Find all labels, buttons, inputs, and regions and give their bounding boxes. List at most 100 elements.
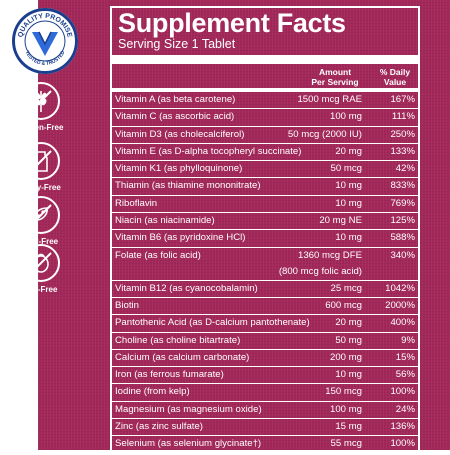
nutrient-row: Magnesium (as magnesium oxide) 100 mg 24% bbox=[112, 402, 418, 420]
nutrient-amount: 100 mg bbox=[330, 111, 362, 123]
nutrient-dv: 167% bbox=[390, 94, 415, 105]
nutrient-name: Folate (as folic acid) bbox=[115, 249, 201, 261]
nut-free-label: Nut-Free bbox=[24, 285, 58, 294]
nutrient-dv: 1042% bbox=[385, 282, 415, 294]
nutrient-row: Vitamin K1 (as phylloquinone) 50 mcg 42% bbox=[112, 161, 418, 179]
nutrient-amount: 600 mcg bbox=[325, 299, 362, 311]
nutrient-amount: 10 mg bbox=[335, 197, 362, 209]
nutrient-row: Vitamin B12 (as cyanocobalamin) 25 mcg 104… bbox=[112, 281, 418, 298]
nutrient-name: Vitamin A (as beta carotene) bbox=[115, 94, 236, 105]
nutrient-dv: 100% bbox=[390, 438, 415, 450]
nutrient-dv: 100% bbox=[390, 386, 415, 398]
nutrient-amount: 50 mg bbox=[335, 334, 362, 346]
quality-promise-badge: QUALITY PROMISE TESTED & TRUSTED bbox=[12, 8, 78, 74]
gluten-free-badge: Gluten-Free bbox=[16, 82, 66, 132]
nut-crossed-icon bbox=[30, 252, 52, 274]
nutrient-row: Thiamin (as thiamine mononitrate) 10 mg 83… bbox=[112, 178, 418, 196]
nutrient-amount: 25 mcg bbox=[330, 282, 362, 294]
nutrient-name: Iron (as ferrous fumarate) bbox=[115, 369, 224, 381]
dairy-free-label: Dairy-Free bbox=[21, 183, 61, 192]
soy-free-label: Soy-Free bbox=[23, 237, 59, 246]
nutrient-dv: 340% bbox=[390, 249, 415, 261]
nutrient-name: Zinc (as zinc sulfate) bbox=[115, 421, 203, 433]
nutrient-dv: 42% bbox=[395, 163, 415, 175]
nutrient-amount: 20 mg bbox=[335, 145, 362, 157]
nutrient-name: Vitamin E (as D-alpha tocopheryl succina… bbox=[115, 145, 302, 157]
nutrient-dv: 9% bbox=[401, 334, 415, 346]
daily-value-header: % Daily Value bbox=[374, 67, 416, 87]
nutrient-name: Magnesium (as magnesium oxide) bbox=[115, 403, 262, 415]
nutrient-amount: 150 mcg bbox=[325, 386, 362, 398]
nutrient-amount: 20 mg NE bbox=[319, 215, 362, 227]
nutrient-name: Calcium (as calcium carbonate) bbox=[115, 351, 250, 363]
soybean-crossed-icon bbox=[30, 204, 52, 226]
dairy-free-badge: Dairy-Free bbox=[16, 142, 66, 192]
nutrient-amount: 55 mcg bbox=[330, 438, 362, 450]
nutrient-dv: 250% bbox=[390, 128, 415, 140]
nutrient-dv: 833% bbox=[390, 180, 415, 192]
nutrient-amount: 1360 mcg DFE bbox=[298, 249, 362, 261]
nutrient-dv: 125% bbox=[390, 215, 415, 227]
nutrient-name: Pantothenic Acid (as D-calcium pantothen… bbox=[115, 317, 310, 329]
wheat-crossed-icon bbox=[30, 90, 52, 112]
nutrient-dv: 133% bbox=[390, 145, 415, 157]
nutrient-amount: 10 mg bbox=[335, 180, 362, 192]
nutrient-row: Vitamin A (as beta carotene) 1500 mcg RAE… bbox=[112, 92, 418, 110]
nutrient-amount-secondary: (800 mcg folic acid) bbox=[278, 265, 362, 277]
supplement-facts-panel: Supplement Facts Serving Size 1 Tablet A… bbox=[110, 6, 420, 455]
nutrient-amount: 10 mg bbox=[335, 369, 362, 381]
nutrient-row: Vitamin B6 (as pyridoxine HCl) 10 mg 588% bbox=[112, 230, 418, 248]
nutrient-amount: 100 mg bbox=[330, 403, 362, 415]
dv-header-line2: Value bbox=[383, 77, 407, 87]
nutrient-dv: 588% bbox=[390, 232, 415, 244]
nutrient-row: Zinc (as zinc sulfate) 15 mg 136% bbox=[112, 419, 418, 437]
medium-divider bbox=[112, 88, 418, 92]
nutrient-name: Vitamin B6 (as pyridoxine HCl) bbox=[115, 232, 246, 244]
nutrient-row: Folate (as folic acid) 1360 mcg DFE (800 m… bbox=[112, 248, 418, 281]
nutrient-row: Choline (as choline bitartrate) 50 mg 9% bbox=[112, 333, 418, 350]
nutrient-amount: 15 mg bbox=[335, 421, 362, 433]
nutrient-dv: 769% bbox=[390, 197, 415, 209]
nutrient-amount: 50 mcg bbox=[330, 163, 362, 175]
thick-divider bbox=[112, 55, 418, 64]
soy-free-badge: Soy-Free bbox=[16, 196, 66, 246]
gluten-free-label: Gluten-Free bbox=[18, 123, 64, 132]
nutrient-dv: 24% bbox=[395, 403, 415, 415]
amount-header-line2: Per Serving bbox=[311, 77, 359, 87]
nutrient-row: Vitamin E (as D-alpha tocopheryl succina… bbox=[112, 144, 418, 162]
nutrient-amount: 50 mcg (2000 IU) bbox=[287, 128, 362, 140]
check-v-icon: QUALITY PROMISE TESTED & TRUSTED bbox=[13, 9, 77, 73]
nutrient-row: Selenium (as selenium glycinate†) 55 mcg 1… bbox=[112, 436, 418, 452]
label-background bbox=[38, 0, 450, 450]
nutrient-rows: Vitamin A (as beta carotene) 1500 mcg RAE… bbox=[112, 92, 418, 453]
facts-header-row: Amount Per Serving % Daily Value bbox=[112, 64, 418, 88]
nutrient-dv: 400% bbox=[390, 317, 415, 329]
nutrient-dv: 56% bbox=[395, 369, 415, 381]
nutrient-row: Biotin 600 mcg 2000% bbox=[112, 298, 418, 316]
nutrient-row: Riboflavin 10 mg 769% bbox=[112, 196, 418, 214]
nutrient-name: Vitamin B12 (as cyanocobalamin) bbox=[115, 282, 258, 294]
nutrient-name: Riboflavin bbox=[115, 197, 158, 209]
nutrient-row: Iodine (from kelp) 150 mcg 100% bbox=[112, 384, 418, 402]
nutrient-dv: 136% bbox=[390, 421, 415, 433]
nutrient-amount: 10 mg bbox=[335, 232, 362, 244]
nutrient-dv: 2000% bbox=[385, 299, 415, 311]
nutrient-name: Choline (as choline bitartrate) bbox=[115, 334, 241, 346]
nutrient-name: Vitamin C (as ascorbic acid) bbox=[115, 111, 235, 123]
nutrient-name: Biotin bbox=[115, 299, 139, 311]
nutrient-name: Vitamin K1 (as phylloquinone) bbox=[115, 163, 243, 175]
amount-header-line1: Amount bbox=[318, 67, 352, 77]
nutrient-amount: 1500 mcg RAE bbox=[297, 94, 362, 105]
badge-sidebar: QUALITY PROMISE TESTED & TRUSTED Gluten-… bbox=[12, 0, 108, 340]
nutrient-row: Iron (as ferrous fumarate) 10 mg 56% bbox=[112, 367, 418, 385]
nut-free-badge: Nut-Free bbox=[16, 244, 66, 294]
nutrient-name: Niacin (as niacinamide) bbox=[115, 215, 215, 227]
nutrient-row: Calcium (as calcium carbonate) 200 mg 15% bbox=[112, 350, 418, 368]
facts-title: Supplement Facts bbox=[118, 8, 346, 38]
milk-crossed-icon bbox=[30, 150, 52, 172]
nutrient-name: Thiamin (as thiamine mononitrate) bbox=[115, 180, 261, 192]
nutrient-name: Selenium (as selenium glycinate†) bbox=[115, 438, 262, 450]
nutrient-amount: 200 mg bbox=[330, 351, 362, 363]
nutrient-row: Pantothenic Acid (as D-calcium pantothen… bbox=[112, 315, 418, 333]
dv-header-line1: % Daily bbox=[379, 67, 411, 77]
